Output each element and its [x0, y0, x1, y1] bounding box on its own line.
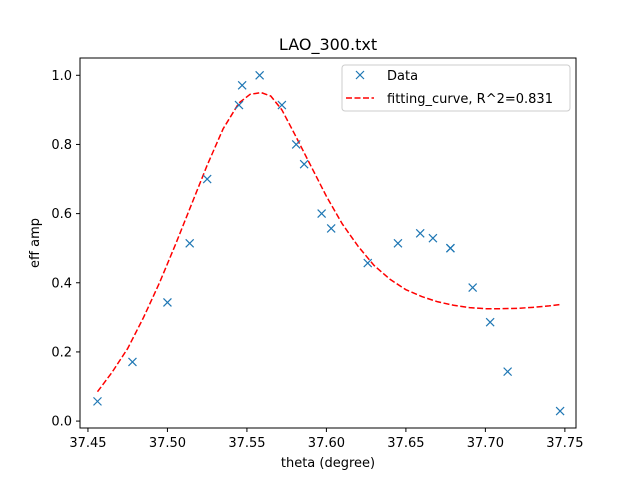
- plot-layer: [93, 70, 565, 416]
- data-point: [393, 238, 403, 248]
- data-point: [415, 228, 425, 238]
- data-point: [555, 406, 565, 416]
- data-point: [163, 298, 172, 307]
- data-point: [326, 224, 336, 233]
- x-tick-label: 37.70: [467, 436, 504, 451]
- data-point: [202, 174, 212, 184]
- x-tick-label: 37.45: [69, 436, 106, 451]
- data-point: [234, 100, 244, 110]
- y-tick-label: 0.2: [51, 345, 72, 360]
- data-point: [468, 283, 478, 293]
- data-point: [237, 80, 247, 90]
- y-tick-label: 0.0: [51, 415, 72, 430]
- data-point: [185, 238, 195, 248]
- x-tick-label: 37.55: [228, 436, 265, 451]
- fit-curve-line: [96, 91, 561, 393]
- data-point: [93, 396, 102, 406]
- y-tick-label: 0.8: [51, 138, 72, 153]
- y-tick-label: 1.0: [51, 69, 72, 84]
- y-tick-label: 0.6: [51, 207, 72, 222]
- x-tick-label: 37.75: [546, 436, 583, 451]
- data-point: [445, 243, 455, 253]
- x-tick-label: 37.60: [308, 436, 345, 451]
- data-point: [291, 140, 301, 149]
- legend: Data fitting_curve, R^2=0.831: [341, 64, 571, 112]
- x-tick-label: 37.65: [387, 436, 424, 451]
- data-point: [277, 100, 287, 110]
- legend-frame: [341, 64, 571, 112]
- data-point: [128, 357, 137, 367]
- legend-marker-data: [355, 70, 365, 80]
- data-point: [317, 209, 327, 219]
- y-tick-label: 0.4: [51, 276, 72, 291]
- y-axis-title: eff amp: [28, 218, 43, 268]
- data-point: [485, 317, 495, 327]
- data-point: [299, 159, 309, 169]
- x-tick-label: 37.50: [149, 436, 186, 451]
- axes-layer: 37.45 37.50 37.55 37.60 37.65 37.70 37.75 0.0 0.…: [51, 57, 583, 451]
- legend-label-fit: fitting_curve, R^2=0.831: [387, 92, 553, 107]
- axes-frame: [79, 57, 577, 429]
- data-point: [503, 367, 513, 377]
- data-point: [428, 233, 438, 243]
- data-point: [363, 258, 373, 268]
- data-point: [255, 70, 265, 80]
- x-axis-title: theta (degree): [281, 456, 375, 471]
- chart-title: LAO_300.txt: [279, 35, 377, 55]
- legend-label-data: Data: [387, 69, 418, 84]
